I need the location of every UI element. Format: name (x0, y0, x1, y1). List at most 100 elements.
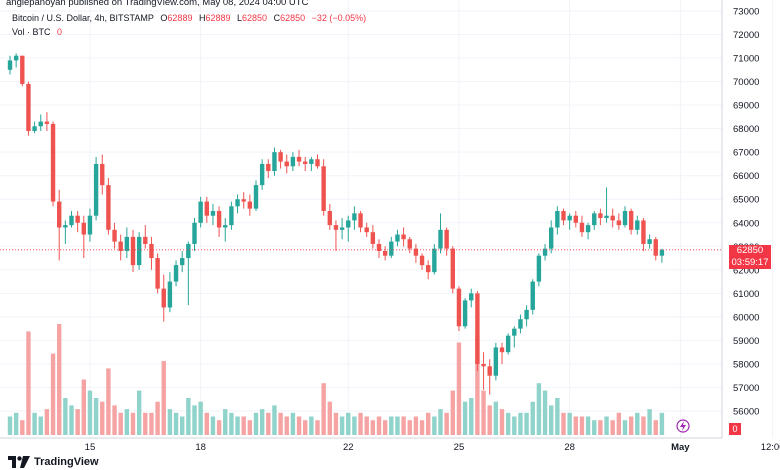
y-tick-label: 69000 (733, 101, 759, 112)
y-tick-label: 67000 (733, 148, 759, 159)
volume-bar (124, 409, 130, 435)
price-axis[interactable]: 5600057000580005900060000610006200063000… (733, 7, 759, 418)
candle-body (93, 163, 99, 216)
candle-body (604, 215, 609, 219)
candle-body (407, 239, 412, 249)
volume-bar (63, 398, 68, 435)
volume-bar (26, 331, 31, 435)
volume-bar (536, 383, 542, 435)
volume-bar (180, 416, 185, 435)
chart-grid (0, 0, 774, 438)
candle-body (622, 211, 628, 226)
candle-body (32, 126, 37, 131)
volume-bar (290, 412, 296, 435)
symbol-legend[interactable]: Bitcoin / U.S. Dollar, 4h, BITSTAMP O628… (12, 13, 370, 23)
volume-bar (32, 412, 37, 435)
candle-body (50, 123, 56, 202)
volume-bar (333, 412, 339, 435)
volume-bar (149, 412, 154, 435)
footer[interactable]: TradingView (8, 456, 99, 468)
candle-body (444, 229, 449, 249)
volume-bar (130, 412, 136, 435)
volume-bar (112, 405, 117, 435)
volume-bar (155, 401, 160, 435)
last-price-value: 62850 (736, 245, 764, 256)
candle-body (555, 211, 560, 228)
candle-body (149, 243, 154, 259)
y-tick-label: 56000 (733, 407, 759, 418)
candle-body (438, 229, 443, 249)
volume-bar (592, 420, 597, 435)
volume-bar (573, 416, 578, 435)
candle-body (321, 166, 326, 211)
volume-legend[interactable]: Vol · BTC 0 (12, 27, 66, 37)
candle-body (278, 152, 283, 162)
candle-body (13, 55, 19, 61)
replay-icon[interactable] (676, 419, 690, 433)
volume-bar (93, 398, 99, 435)
candle-body (561, 211, 566, 221)
volume-bar (81, 379, 86, 435)
volume-bar (481, 390, 486, 435)
volume-bar (622, 420, 628, 435)
volume-bar (389, 416, 394, 435)
volume-bar (161, 361, 166, 435)
candle-body (20, 55, 25, 84)
candle-body (155, 258, 160, 289)
candle-body (487, 366, 492, 376)
volume-bar (635, 412, 640, 435)
volume-bar (493, 401, 499, 435)
candle-body (389, 241, 394, 256)
candle-body (401, 234, 406, 240)
candle-body (641, 220, 646, 244)
last-price-tag: 62850 03:59:17 (729, 245, 771, 269)
volume-bar (38, 416, 43, 435)
y-tick-label: 57000 (733, 383, 759, 394)
candle-body (592, 213, 597, 226)
candle-body (124, 236, 130, 251)
volume-bar (229, 412, 234, 435)
y-tick-label: 62000 (733, 265, 759, 276)
candle-body (161, 288, 166, 308)
candle-body (475, 293, 480, 364)
candle-body (536, 255, 542, 282)
y-tick-label: 65000 (733, 195, 759, 206)
candlestick-series (7, 53, 665, 395)
candle-body (327, 211, 332, 226)
volume-bar (561, 412, 566, 435)
candle-body (542, 248, 548, 256)
y-tick-label: 71000 (733, 54, 759, 65)
candle-body (118, 241, 123, 251)
candle-body (419, 255, 425, 266)
candle-body (364, 227, 369, 233)
candle-body (370, 232, 376, 244)
candle-body (210, 211, 216, 216)
volume-bar (235, 416, 240, 435)
candle-body (481, 363, 486, 367)
volume-bar (616, 412, 622, 435)
volume-bar (20, 420, 25, 435)
volume-bar (186, 398, 191, 435)
volume-bar (579, 416, 585, 435)
last-volume-tag: 0 (729, 423, 741, 435)
volume-bar (327, 401, 332, 435)
x-tick-label: 18 (195, 442, 206, 453)
candle-body (167, 281, 173, 308)
candle-body (290, 156, 296, 167)
candle-body (223, 225, 228, 228)
volume-bar (585, 416, 591, 435)
volume-bar (136, 390, 142, 435)
volume-bars (7, 324, 665, 435)
volume-bar (364, 416, 369, 435)
candle-body (136, 236, 142, 266)
volume-bar (469, 398, 474, 435)
candle-body (628, 211, 634, 230)
candle-body (352, 213, 357, 221)
volume-bar (7, 416, 13, 435)
volume-bar (598, 420, 603, 435)
volume-bar (610, 420, 615, 435)
candle-body (173, 265, 179, 282)
